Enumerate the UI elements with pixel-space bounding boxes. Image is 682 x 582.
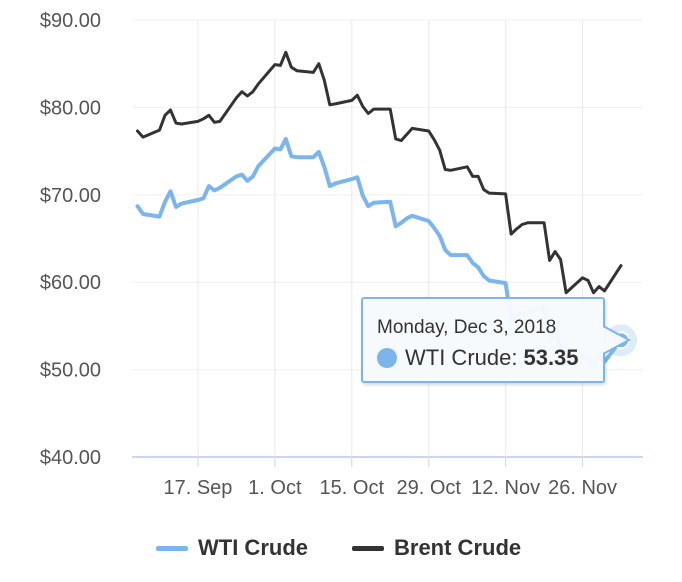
y-axis: $40.00 $50.00 $60.00 $70.00 $80.00 $90.00	[40, 10, 101, 469]
chart-legend: WTI Crude Brent Crude	[0, 528, 682, 568]
legend-item-brent[interactable]: Brent Crude	[352, 528, 521, 568]
legend-label-wti: WTI Crude	[198, 535, 308, 560]
legend-swatch-wti-icon	[156, 545, 188, 551]
x-tick-label: 12. Nov	[471, 477, 540, 499]
y-tick-label: $50.00	[40, 360, 101, 382]
x-tick-label: 17. Sep	[163, 477, 232, 499]
tooltip-series-dot-icon	[377, 348, 397, 368]
y-tick-label: $80.00	[40, 97, 101, 119]
x-tick-label: 1. Oct	[248, 477, 302, 499]
legend-label-brent: Brent Crude	[394, 535, 522, 560]
tooltip-value: 53.35	[523, 345, 579, 370]
series-line-brent[interactable]	[136, 50, 623, 295]
y-tick-label: $60.00	[40, 272, 101, 294]
x-axis: 17. Sep 1. Oct 15. Oct 29. Oct 12. Nov 26. No…	[163, 457, 617, 499]
y-tick-label: $40.00	[40, 447, 101, 469]
legend-item-wti[interactable]: WTI Crude	[156, 528, 308, 568]
x-tick-label: 15. Oct	[320, 477, 385, 499]
x-tick-label: 26. Nov	[548, 477, 617, 499]
tooltip-series-line: WTI Crude: 53.35	[377, 345, 579, 371]
tooltip-date: Monday, Dec 3, 2018	[377, 317, 557, 338]
tooltip-pointer	[603, 326, 632, 355]
x-tick-label: 29. Oct	[396, 477, 461, 499]
grid-lines	[132, 19, 643, 458]
y-tick-label: $90.00	[40, 10, 101, 32]
tooltip-series-label: WTI Crude:	[405, 345, 518, 370]
chart-tooltip: Monday, Dec 3, 2018 WTI Crude: 53.35	[361, 297, 605, 383]
price-chart: $40.00 $50.00 $60.00 $70.00 $80.00 $90.00 17.…	[40, 10, 643, 499]
y-tick-label: $70.00	[40, 185, 101, 207]
legend-swatch-brent-icon	[352, 545, 384, 551]
